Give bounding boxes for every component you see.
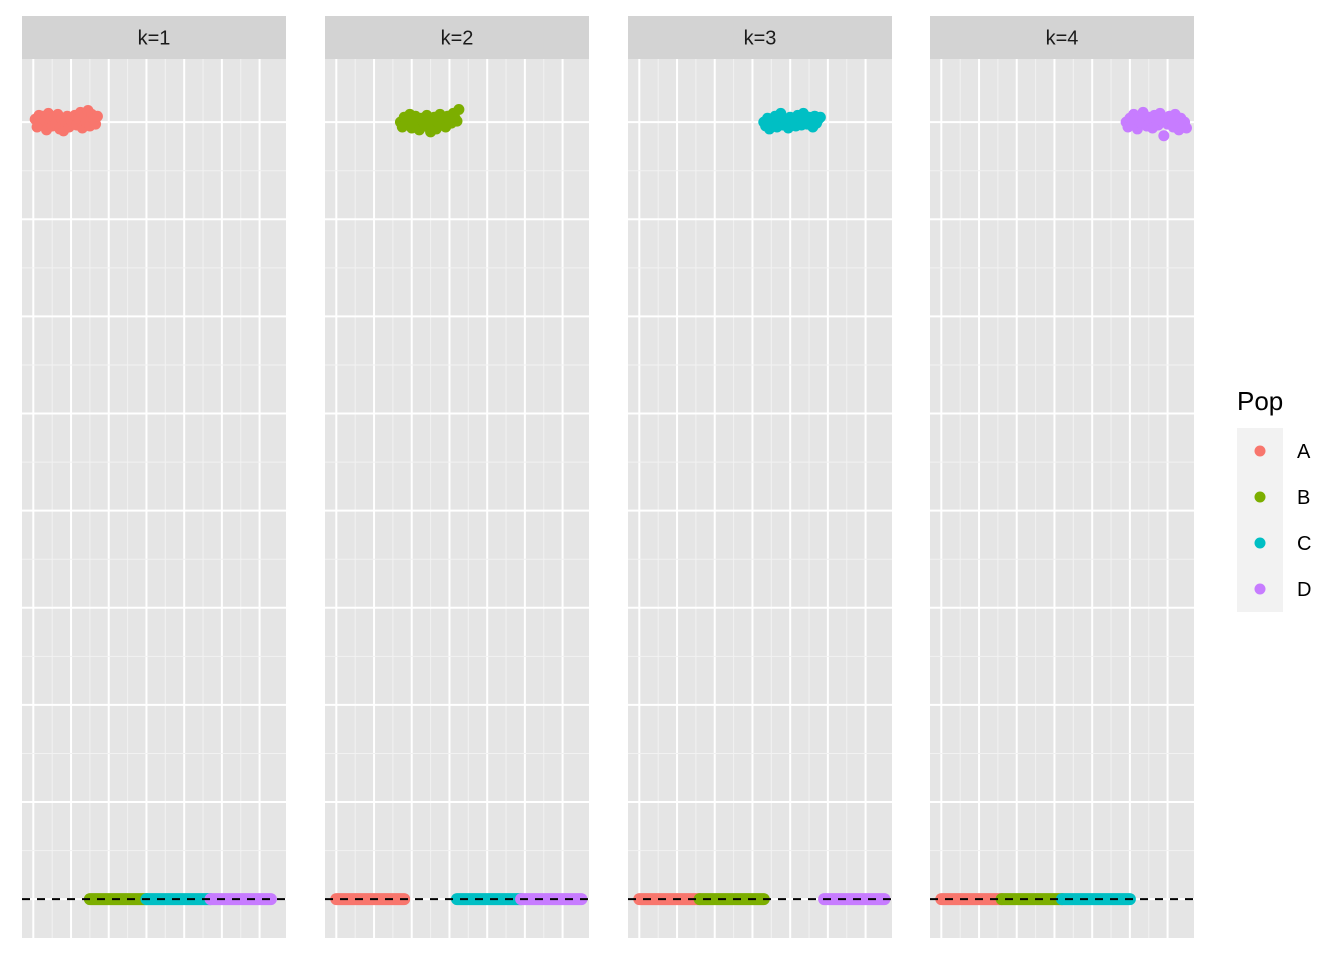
legend-key-B (1254, 491, 1266, 503)
legend-key-C (1254, 537, 1266, 549)
facet-strip-label: k=2 (441, 28, 474, 50)
facet-strip (22, 16, 286, 59)
legend-key-A (1254, 445, 1266, 457)
facet-strip-label: k=4 (1046, 28, 1079, 50)
facet-panel-3: k=3 (628, 16, 892, 938)
data-point-D (1158, 130, 1170, 142)
legend-key-D (1254, 583, 1266, 595)
data-point-B (453, 104, 465, 116)
panel-background (22, 59, 286, 938)
facet-panel-1: k=1 (22, 16, 286, 938)
facet-strip-label: k=1 (138, 28, 171, 50)
legend-label-A: A (1297, 441, 1311, 463)
facet-strip (930, 16, 1194, 59)
facet-strip (628, 16, 892, 59)
data-point-A (91, 110, 103, 122)
facet-strip-label: k=3 (744, 28, 777, 50)
data-point-C (814, 111, 826, 123)
panel-background (628, 59, 892, 938)
legend: Pop A B C D (1237, 386, 1311, 612)
facet-panel-4: k=4 (930, 16, 1194, 938)
panel-background (325, 59, 589, 938)
data-point-B (451, 115, 463, 127)
panel-background (930, 59, 1194, 938)
legend-label-C: C (1297, 533, 1311, 555)
data-point-D (1180, 122, 1192, 134)
legend-label-B: B (1297, 487, 1310, 509)
facet-panel-2: k=2 (325, 16, 589, 938)
facet-strip (325, 16, 589, 59)
legend-title: Pop (1237, 386, 1283, 416)
legend-key-background (1237, 428, 1283, 612)
legend-label-D: D (1297, 579, 1311, 601)
